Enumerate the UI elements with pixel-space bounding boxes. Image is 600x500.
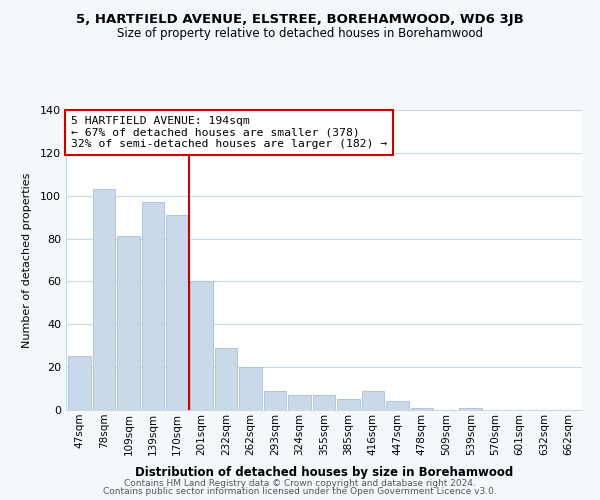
Bar	[410, 408, 433, 410]
Bar	[190, 282, 213, 410]
Text: Contains HM Land Registry data © Crown copyright and database right 2024.: Contains HM Land Registry data © Crown c…	[124, 478, 476, 488]
Bar	[142, 202, 164, 410]
Bar	[362, 390, 384, 410]
Text: Contains public sector information licensed under the Open Government Licence v3: Contains public sector information licen…	[103, 487, 497, 496]
Text: Size of property relative to detached houses in Borehamwood: Size of property relative to detached ho…	[117, 28, 483, 40]
Bar	[92, 190, 115, 410]
Bar	[313, 395, 335, 410]
Bar	[460, 408, 482, 410]
Bar	[117, 236, 140, 410]
Bar	[386, 402, 409, 410]
Bar	[166, 215, 188, 410]
Text: 5 HARTFIELD AVENUE: 194sqm
← 67% of detached houses are smaller (378)
32% of sem: 5 HARTFIELD AVENUE: 194sqm ← 67% of deta…	[71, 116, 388, 149]
Bar	[239, 367, 262, 410]
Bar	[288, 395, 311, 410]
X-axis label: Distribution of detached houses by size in Borehamwood: Distribution of detached houses by size …	[135, 466, 513, 479]
Text: 5, HARTFIELD AVENUE, ELSTREE, BOREHAMWOOD, WD6 3JB: 5, HARTFIELD AVENUE, ELSTREE, BOREHAMWOO…	[76, 12, 524, 26]
Bar	[215, 348, 238, 410]
Y-axis label: Number of detached properties: Number of detached properties	[22, 172, 32, 348]
Bar	[337, 400, 360, 410]
Bar	[68, 356, 91, 410]
Bar	[264, 390, 286, 410]
